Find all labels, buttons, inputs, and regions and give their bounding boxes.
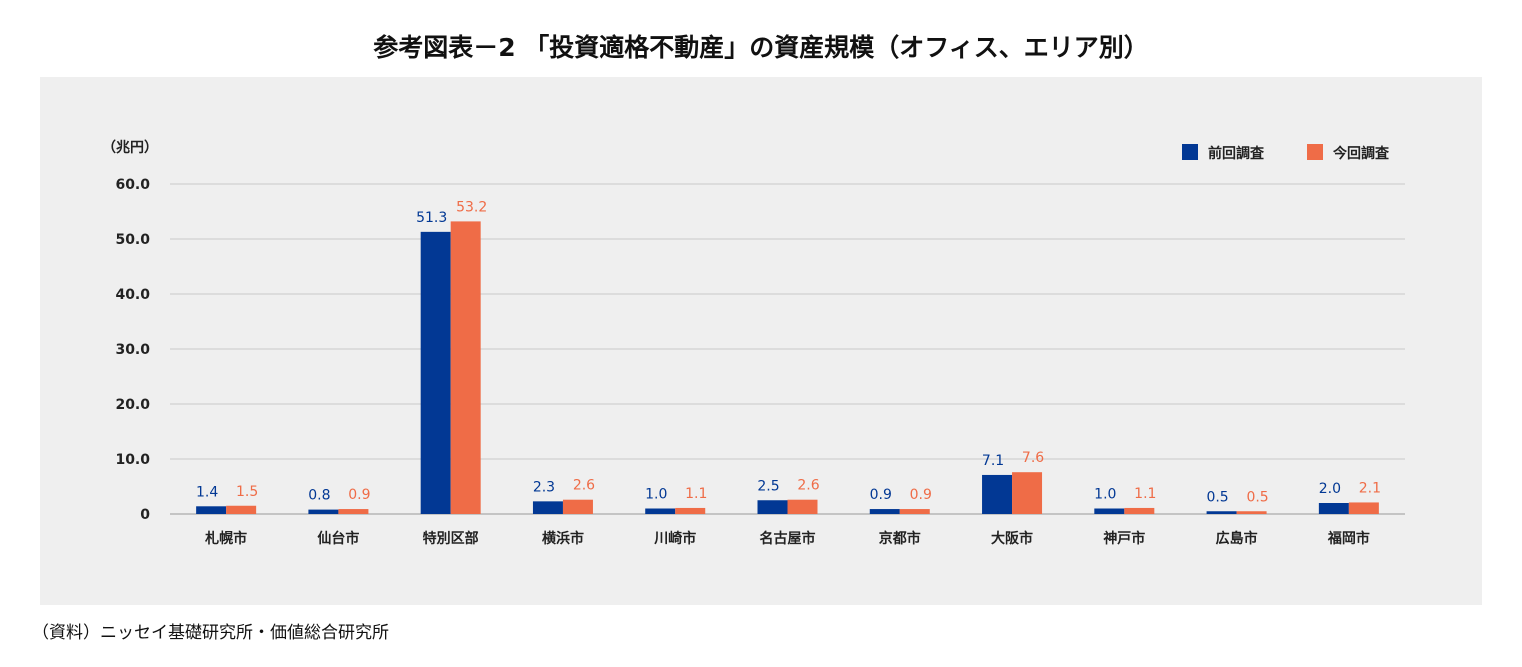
data-label: 2.6 xyxy=(573,478,595,494)
data-label: 2.3 xyxy=(533,479,555,495)
x-tick-label: 名古屋市 xyxy=(760,530,816,547)
data-label: 2.1 xyxy=(1359,480,1381,496)
bar xyxy=(1012,472,1043,514)
bar xyxy=(1094,508,1125,514)
x-tick-label: 川崎市 xyxy=(653,530,696,547)
data-label: 1.0 xyxy=(1094,487,1116,503)
legend-label: 今回調査 xyxy=(1332,145,1390,162)
bar xyxy=(1236,511,1267,514)
bar xyxy=(787,499,818,514)
y-tick-label: 50.0 xyxy=(115,232,150,248)
bar xyxy=(645,508,676,514)
bar xyxy=(757,500,788,514)
bar xyxy=(226,505,257,514)
chart-title: 参考図表－2 「投資適格不動産」の資産規模（オフィス、エリア別） xyxy=(373,33,1149,62)
bar xyxy=(196,506,227,514)
x-tick-label: 横浜市 xyxy=(542,530,584,547)
bar xyxy=(1124,507,1155,514)
bar xyxy=(450,221,481,514)
data-label: 0.5 xyxy=(1246,489,1268,505)
bar xyxy=(869,509,900,514)
x-tick-label: 仙台市 xyxy=(317,530,359,547)
data-label: 2.6 xyxy=(797,478,819,494)
data-label: 0.9 xyxy=(910,487,932,503)
y-tick-label: 30.0 xyxy=(115,342,150,358)
y-unit-label: （兆円） xyxy=(102,140,158,156)
x-tick-label: 札幌市 xyxy=(204,530,247,547)
legend-label: 前回調査 xyxy=(1208,145,1265,162)
data-label: 1.5 xyxy=(236,484,258,500)
bar xyxy=(562,499,593,514)
data-label: 7.6 xyxy=(1022,450,1044,466)
data-label: 0.9 xyxy=(870,487,892,503)
plot-panel xyxy=(40,77,1482,605)
x-tick-label: 京都市 xyxy=(879,530,921,547)
data-label: 2.5 xyxy=(757,478,779,494)
x-tick-label: 大阪市 xyxy=(991,530,1033,547)
y-tick-label: 10.0 xyxy=(115,452,150,468)
y-tick-label: 40.0 xyxy=(115,287,150,303)
x-tick-label: 特別区部 xyxy=(423,530,479,547)
bar xyxy=(899,509,930,514)
data-label: 0.5 xyxy=(1206,489,1228,505)
data-label: 1.1 xyxy=(1134,486,1156,502)
y-tick-label: 60.0 xyxy=(115,177,150,193)
data-label: 51.3 xyxy=(416,210,447,226)
bar xyxy=(675,507,706,514)
data-label: 2.0 xyxy=(1319,481,1341,497)
legend-swatch xyxy=(1307,144,1323,160)
x-tick-label: 神戸市 xyxy=(1103,530,1145,547)
data-label: 0.9 xyxy=(348,487,370,503)
bar xyxy=(1318,503,1349,514)
bar xyxy=(338,509,369,514)
data-label: 0.8 xyxy=(308,488,330,504)
data-label: 53.2 xyxy=(456,199,487,215)
data-label: 1.0 xyxy=(645,487,667,503)
y-tick-label: 20.0 xyxy=(115,397,150,413)
bar xyxy=(1348,502,1379,514)
data-label: 1.4 xyxy=(196,484,218,500)
legend-swatch xyxy=(1182,144,1198,160)
data-label: 7.1 xyxy=(982,453,1004,469)
y-tick-label: 0 xyxy=(140,507,150,523)
bar xyxy=(420,231,451,514)
bar xyxy=(308,509,339,514)
source-note: （資料）ニッセイ基礎研究所・価値総合研究所 xyxy=(32,623,389,643)
x-tick-label: 福岡市 xyxy=(1327,530,1370,547)
x-tick-label: 広島市 xyxy=(1216,530,1258,547)
bar xyxy=(1206,511,1237,514)
bar xyxy=(532,501,563,514)
bar xyxy=(982,474,1013,514)
data-label: 1.1 xyxy=(685,486,707,502)
